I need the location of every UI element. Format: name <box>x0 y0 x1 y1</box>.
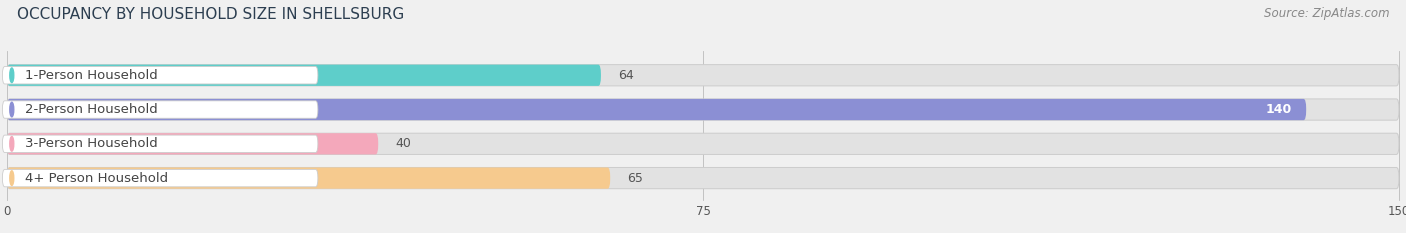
FancyBboxPatch shape <box>7 168 610 189</box>
Text: 2-Person Household: 2-Person Household <box>25 103 157 116</box>
Circle shape <box>10 171 14 185</box>
Text: 4+ Person Household: 4+ Person Household <box>25 171 169 185</box>
Text: 40: 40 <box>395 137 411 150</box>
FancyBboxPatch shape <box>3 67 318 84</box>
FancyBboxPatch shape <box>7 133 1399 154</box>
FancyBboxPatch shape <box>7 65 600 86</box>
FancyBboxPatch shape <box>7 99 1306 120</box>
Text: OCCUPANCY BY HOUSEHOLD SIZE IN SHELLSBURG: OCCUPANCY BY HOUSEHOLD SIZE IN SHELLSBUR… <box>17 7 404 22</box>
FancyBboxPatch shape <box>7 133 378 154</box>
Circle shape <box>10 102 14 117</box>
FancyBboxPatch shape <box>7 65 1399 86</box>
FancyBboxPatch shape <box>3 135 318 153</box>
Circle shape <box>10 68 14 82</box>
FancyBboxPatch shape <box>3 169 318 187</box>
Text: 140: 140 <box>1265 103 1292 116</box>
FancyBboxPatch shape <box>7 168 1399 189</box>
FancyBboxPatch shape <box>3 101 318 118</box>
Text: 65: 65 <box>627 171 643 185</box>
Text: 3-Person Household: 3-Person Household <box>25 137 157 150</box>
Text: 64: 64 <box>617 69 633 82</box>
Text: 1-Person Household: 1-Person Household <box>25 69 157 82</box>
Text: Source: ZipAtlas.com: Source: ZipAtlas.com <box>1264 7 1389 20</box>
FancyBboxPatch shape <box>7 99 1399 120</box>
Circle shape <box>10 137 14 151</box>
